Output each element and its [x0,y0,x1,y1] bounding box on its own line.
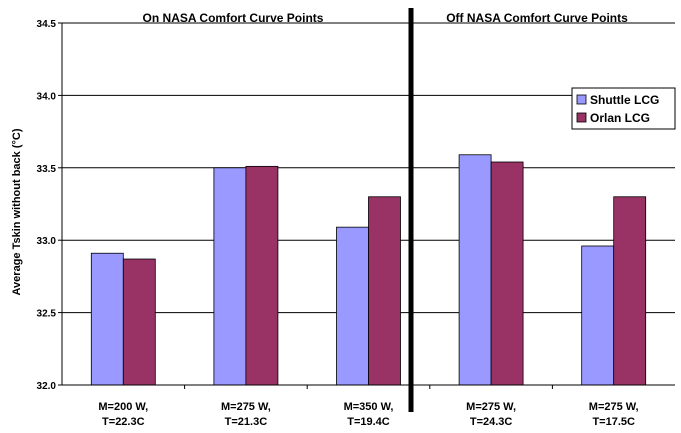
y-tick-label: 33.0 [37,236,57,247]
bar-orlan-lcg [490,161,524,386]
legend: Shuttle LCG Orlan LCG [571,87,676,130]
bar-shuttle-lcg [336,226,369,386]
x-category-label: T=22.3C [102,416,145,428]
x-category-label: M=350 W, [344,401,394,413]
x-category-label: T=21.3C [225,416,268,428]
x-category-label: T=24.3C [470,416,513,428]
bar-orlan-lcg [245,165,279,386]
x-category-labels: M=200 W, T=22.3C M=275 W, T=21.3C M=350 W, T=… [98,401,638,428]
legend-box [571,87,676,130]
bar-orlan-lcg [122,258,156,386]
bar-shuttle-lcg [458,154,492,386]
x-category-label: T=17.5C [592,416,635,428]
legend-swatch-shuttle [576,94,587,105]
y-tick-label: 32.0 [37,381,57,392]
axes [61,23,675,389]
y-tick-label: 34.5 [37,19,57,30]
bar-shuttle-lcg [213,167,247,386]
section-label-off: Off NASA Comfort Curve Points [446,11,628,25]
bars [90,154,647,386]
bar-shuttle-lcg [90,252,124,386]
y-tick-label: 32.5 [37,309,57,320]
bar-shuttle-lcg [581,245,615,386]
y-tick-label: 33.5 [37,164,57,175]
legend-label-shuttle: Shuttle LCG [590,93,659,107]
y-tick-label: 34.0 [37,91,57,102]
section-label-on: On NASA Comfort Curve Points [143,11,324,25]
x-category-label: M=275 W, [221,401,271,413]
x-category-label: M=275 W, [589,401,639,413]
bar-orlan-lcg [613,196,647,386]
x-category-label: T=19.4C [347,416,390,428]
y-tick-labels: 32.0 32.5 33.0 33.5 34.0 34.5 [37,19,57,392]
bar-orlan-lcg [368,196,401,386]
x-category-label: M=275 W, [466,401,516,413]
legend-swatch-orlan [576,112,587,123]
legend-label-orlan: Orlan LCG [590,111,650,125]
x-category-label: M=200 W, [98,401,148,413]
y-axis-label: Average Tskin without back (°C) [11,128,23,295]
